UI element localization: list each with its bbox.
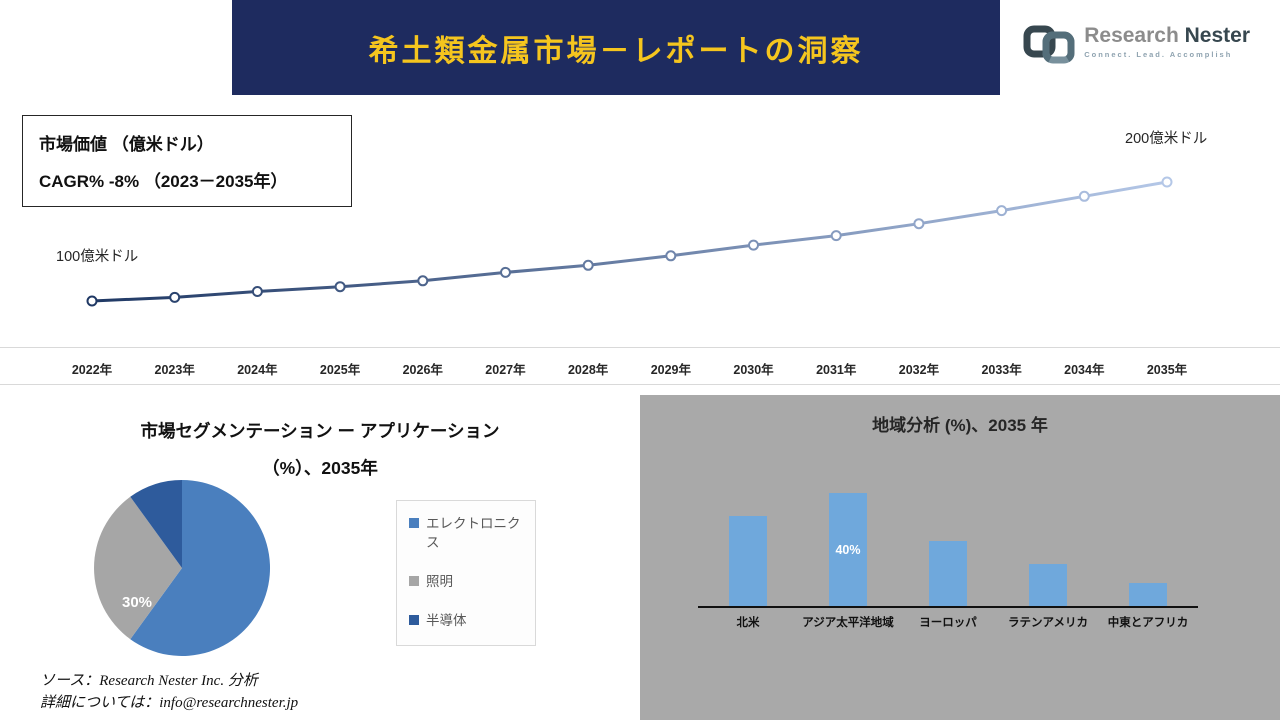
segmentation-title-line1: 市場セグメンテーション ー アプリケーション — [140, 421, 500, 441]
x-axis-label: 2033年 — [981, 363, 1022, 377]
regional-analysis-section: 地域分析 (%)、2035 年 40% 北米 アジア太平洋地域 ヨーロッパ ラテンアメ… — [640, 395, 1280, 720]
bar — [1029, 564, 1067, 606]
legend-swatch-icon — [409, 614, 419, 625]
line-chart-x-axis: 2022年 2023年 2024年 2025年 2026年 2027年 2028年 2029年… — [0, 347, 1280, 385]
segmentation-title: 市場セグメンテーション ー アプリケーション （%）、2035年 — [40, 413, 600, 487]
page-title: 希土類金属市場－レポートの洞察 — [368, 34, 864, 68]
line-marker — [334, 281, 346, 293]
x-axis-label: 2023年 — [154, 363, 195, 377]
x-axis-label: 2024年 — [237, 363, 278, 377]
bar-value-label: 40% — [835, 542, 861, 557]
line-marker — [417, 275, 429, 287]
legend-item: 照明 — [409, 573, 523, 592]
bar-category-label: 北米 — [736, 617, 760, 629]
market-value-info-box: 市場価値 （億米ドル） CAGR% -8% （2023－2035年） — [22, 115, 352, 207]
source-note: ソース：Research Nester Inc. 分析 詳細については：info… — [40, 671, 298, 715]
x-axis-label: 2027年 — [485, 363, 526, 377]
start-value-annotation: 100億米ドル — [56, 249, 139, 265]
legend-item: 半導体 — [409, 612, 523, 631]
brand-name: Research Nester — [1084, 24, 1250, 48]
bar — [1129, 583, 1167, 606]
line-marker — [582, 259, 594, 271]
legend-swatch-icon — [409, 518, 419, 528]
contact-line: 詳細については：info@researchnester.jp — [40, 694, 299, 711]
pie-slice — [94, 496, 182, 640]
line-marker — [748, 239, 759, 251]
cagr-label: CAGR% -8% （2023－2035年） — [39, 172, 288, 191]
legend-label: エレクトロニクス — [426, 516, 521, 550]
line-marker — [500, 266, 511, 278]
end-value-annotation: 200億米ドル — [1125, 131, 1208, 147]
header-banner: 希土類金属市場－レポートの洞察 — [232, 0, 1000, 95]
legend-label: 照明 — [426, 573, 453, 589]
x-axis-label: 2028年 — [567, 363, 609, 377]
bar-column — [898, 481, 998, 606]
bar-category-label: ヨーロッパ — [919, 617, 977, 629]
bar-category-label: ラテンアメリカ — [1008, 617, 1088, 629]
bar-column — [1098, 481, 1198, 606]
line-marker — [251, 286, 263, 297]
x-axis-label: 2032年 — [898, 363, 940, 377]
brand-tagline: Connect. Lead. Accomplish — [1084, 50, 1233, 59]
x-axis-label: 2026年 — [402, 363, 443, 377]
source-line: ソース：Research Nester Inc. 分析 — [40, 673, 258, 689]
brand-word-research: Research — [1084, 24, 1179, 47]
x-axis-label: 2025年 — [319, 363, 361, 377]
chain-link-icon — [1023, 25, 1075, 64]
market-value-section: 市場価値 （億米ドル） CAGR% -8% （2023－2035年） 100億米… — [0, 95, 1280, 395]
bar: 40% — [829, 493, 867, 606]
bar-category-label: 中東とアフリカ — [1107, 617, 1189, 629]
regional-bar-labels: 北米 アジア太平洋地域 ヨーロッパ ラテンアメリカ 中東とアフリカ — [698, 614, 1198, 630]
brand-word-nester: Nester — [1184, 24, 1250, 47]
x-axis-label: 2029年 — [650, 363, 691, 377]
legend-swatch-icon — [409, 575, 419, 586]
bar-column: 40% — [798, 481, 898, 606]
market-value-title: 市場価値 （億米ドル） — [39, 135, 214, 154]
bar — [929, 541, 967, 606]
legend-label: 半導体 — [426, 612, 467, 628]
bar — [729, 516, 767, 606]
regional-bar-chart: 40% — [698, 481, 1198, 608]
pie-legend: エレクトロニクス照明半導体 — [396, 500, 536, 646]
pie-slice-value-label: 30% — [121, 594, 153, 611]
x-axis-label: 2034年 — [1064, 363, 1105, 377]
line-marker — [1078, 190, 1090, 202]
application-pie-chart — [94, 480, 271, 656]
line-marker — [996, 205, 1008, 217]
logo-text: Research Nester Connect. Lead. Accomplis… — [1084, 24, 1250, 59]
bar-column — [698, 481, 798, 606]
regional-analysis-title: 地域分析 (%)、2035 年 — [872, 416, 1048, 435]
segmentation-title-line2: （%）、2035年 — [262, 457, 378, 478]
line-marker — [1161, 176, 1173, 188]
line-marker — [665, 250, 677, 262]
line-marker — [830, 230, 842, 242]
legend-item: エレクトロニクス — [409, 515, 523, 553]
brand-logo: Research Nester Connect. Lead. Accomplis… — [1023, 24, 1250, 66]
pie-slice — [130, 480, 271, 656]
bar-column — [998, 481, 1098, 606]
x-axis-label: 2022年 — [71, 363, 113, 377]
line-marker — [86, 295, 98, 307]
segmentation-section: 市場セグメンテーション ー アプリケーション （%）、2035年 30% エレク… — [0, 395, 640, 720]
x-axis-label: 2035年 — [1146, 363, 1188, 377]
market-value-line-chart — [86, 176, 1173, 307]
line-series — [91, 180, 1168, 303]
line-marker — [169, 291, 181, 303]
pie-slice — [130, 480, 182, 568]
line-marker — [913, 218, 925, 230]
bar-category-label: アジア太平洋地域 — [802, 617, 894, 629]
x-axis-label: 2030年 — [733, 363, 774, 377]
x-axis-label: 2031年 — [816, 363, 857, 377]
